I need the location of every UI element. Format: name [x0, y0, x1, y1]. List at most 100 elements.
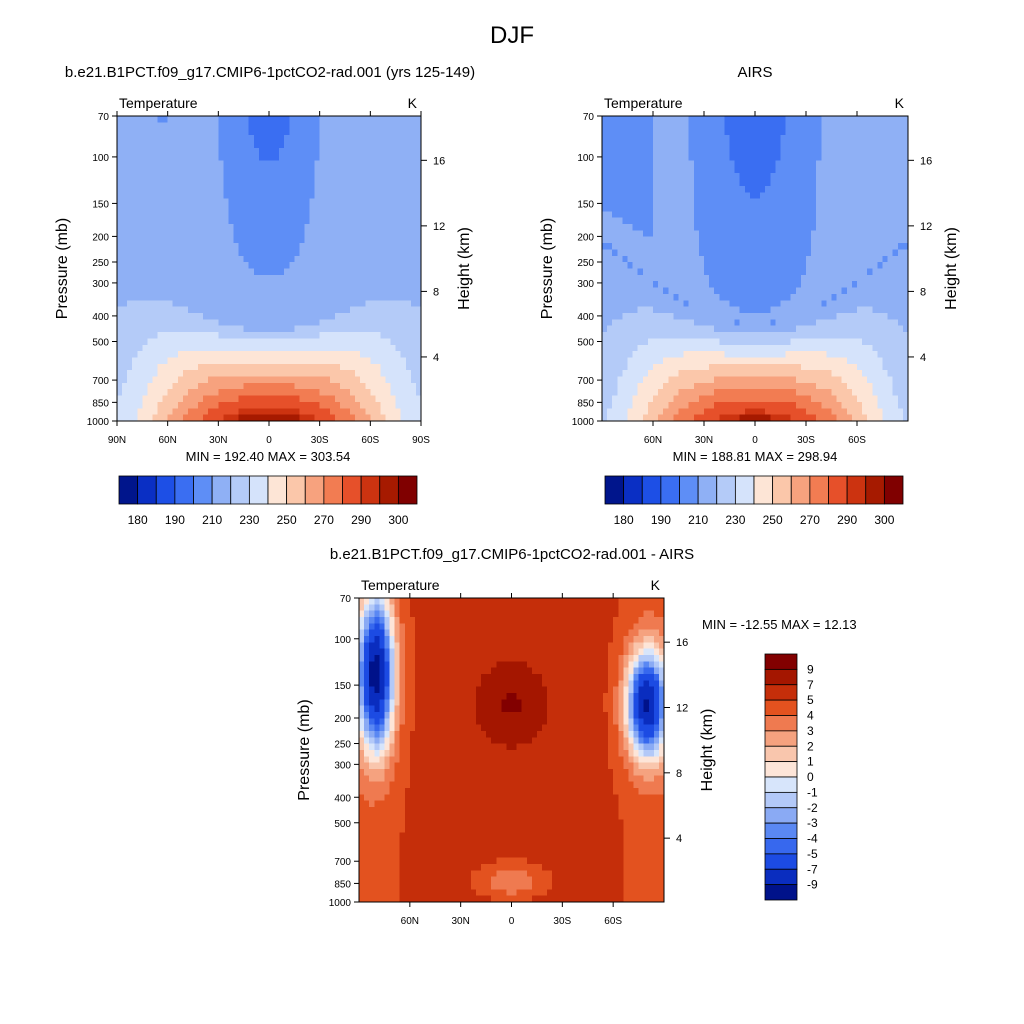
contour-cell: [345, 217, 351, 225]
contour-cell: [765, 116, 771, 123]
contour-cell: [198, 236, 204, 244]
contour-cell: [182, 293, 189, 301]
contour-cell: [612, 281, 618, 289]
contour-cell: [329, 370, 336, 378]
contour-cell: [668, 293, 674, 301]
contour-cell: [790, 306, 797, 314]
contour-cell: [279, 414, 285, 422]
contour-cell: [663, 192, 669, 200]
contour-cell: [872, 192, 878, 200]
contour-cell: [395, 243, 402, 251]
contour-cell: [831, 293, 838, 301]
contour-cell: [198, 135, 204, 143]
contour-cell: [208, 173, 214, 181]
contour-cell: [248, 281, 255, 289]
contour-cell: [816, 319, 822, 327]
contour-cell: [410, 268, 417, 276]
contour-cell: [704, 274, 710, 282]
contour-cell: [248, 230, 255, 238]
contour-cell: [760, 230, 766, 238]
contour-cell: [821, 268, 827, 276]
contour-cell: [760, 306, 766, 314]
contour-cell: [719, 300, 725, 308]
contour-cell: [780, 198, 787, 206]
contour-cell: [350, 363, 356, 371]
contour-cell: [208, 351, 214, 359]
contour-cell: [612, 116, 618, 123]
contour-cell: [704, 116, 710, 123]
contour-cell: [846, 306, 853, 314]
contour-cell: [902, 122, 909, 130]
contour-cell: [274, 414, 280, 422]
contour-cell: [714, 166, 720, 174]
contour-cell: [370, 192, 376, 200]
contour-cell: [806, 204, 812, 212]
contour-cell: [882, 122, 889, 130]
contour-cell: [177, 287, 184, 295]
contour-cell: [385, 211, 392, 219]
x-tick-label: 30S: [311, 435, 329, 446]
contour-cell: [668, 166, 674, 174]
contour-cell: [122, 160, 128, 168]
contour-cell: [127, 338, 133, 346]
contour-cell: [350, 293, 356, 301]
contour-cell: [724, 160, 731, 168]
contour-cell: [167, 198, 174, 206]
contour-cell: [770, 128, 776, 136]
contour-cell: [693, 192, 700, 200]
contour-cell: [132, 249, 138, 257]
contour-cell: [263, 198, 270, 206]
contour-cell: [622, 287, 629, 295]
contour-cell: [137, 306, 143, 314]
contour-cell: [410, 154, 417, 162]
contour-cell: [607, 135, 613, 143]
contour-cell: [279, 268, 285, 276]
contour-cell: [360, 116, 366, 123]
contour-cell: [390, 166, 397, 174]
contour-cell: [218, 122, 224, 130]
contour-cell: [228, 281, 235, 289]
contour-cell: [385, 268, 392, 276]
contour-cell: [360, 230, 366, 238]
contour-cell: [152, 166, 159, 174]
contour-cell: [375, 293, 382, 301]
contour-cell: [375, 414, 382, 422]
contour-cell: [612, 166, 618, 174]
contour-cell: [279, 382, 285, 390]
contour-cell: [627, 141, 634, 149]
contour-cell: [683, 249, 690, 257]
contour-cell: [622, 116, 629, 123]
contour-cell: [355, 179, 361, 187]
contour-cell: [122, 116, 128, 123]
contour-cell: [360, 255, 366, 263]
contour-cell: [897, 243, 904, 251]
contour-cell: [642, 224, 649, 231]
contour-cell: [177, 262, 184, 270]
contour-cell: [172, 128, 179, 136]
contour-cell: [360, 338, 366, 346]
contour-cell: [157, 204, 164, 212]
contour-cell: [760, 135, 766, 143]
contour-cell: [714, 147, 720, 155]
contour-cell: [223, 268, 230, 276]
contour-cell: [647, 116, 654, 123]
contour-cell: [299, 211, 306, 219]
contour-cell: [152, 287, 159, 295]
contour-cell: [887, 230, 894, 238]
contour-cell: [258, 319, 265, 327]
contour-cell: [162, 332, 169, 339]
contour-cell: [193, 154, 199, 162]
contour-cell: [314, 204, 321, 212]
contour-cell: [380, 325, 387, 333]
contour-cell: [785, 128, 792, 136]
contour-cell: [122, 217, 128, 225]
contour-cell: [780, 116, 787, 123]
contour-cell: [152, 230, 159, 238]
contour-cell: [238, 224, 245, 231]
contour-cell: [663, 306, 669, 314]
contour-cell: [238, 141, 245, 149]
contour-cell: [122, 338, 128, 346]
contour-cell: [800, 173, 807, 181]
contour-cell: [826, 192, 833, 200]
contour-cell: [612, 262, 618, 270]
